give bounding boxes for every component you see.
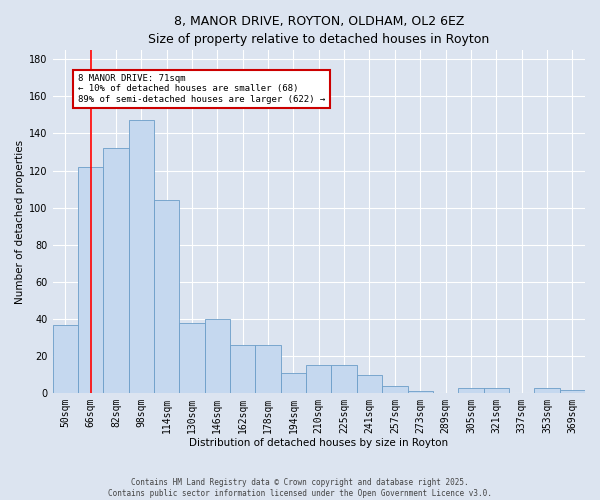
Bar xyxy=(103,148,128,393)
Bar xyxy=(458,388,484,393)
Text: 8 MANOR DRIVE: 71sqm
← 10% of detached houses are smaller (68)
89% of semi-detac: 8 MANOR DRIVE: 71sqm ← 10% of detached h… xyxy=(78,74,325,104)
Bar xyxy=(534,388,560,393)
Bar xyxy=(560,390,585,393)
Bar xyxy=(53,324,78,393)
Bar xyxy=(230,345,256,393)
Title: 8, MANOR DRIVE, ROYTON, OLDHAM, OL2 6EZ
Size of property relative to detached ho: 8, MANOR DRIVE, ROYTON, OLDHAM, OL2 6EZ … xyxy=(148,15,490,46)
Y-axis label: Number of detached properties: Number of detached properties xyxy=(15,140,25,304)
Bar xyxy=(407,392,433,393)
Bar xyxy=(128,120,154,393)
Bar xyxy=(331,366,357,393)
X-axis label: Distribution of detached houses by size in Royton: Distribution of detached houses by size … xyxy=(189,438,448,448)
Bar xyxy=(256,345,281,393)
Bar xyxy=(357,374,382,393)
Bar xyxy=(205,319,230,393)
Bar xyxy=(179,322,205,393)
Text: Contains HM Land Registry data © Crown copyright and database right 2025.
Contai: Contains HM Land Registry data © Crown c… xyxy=(108,478,492,498)
Bar xyxy=(281,373,306,393)
Bar xyxy=(306,366,331,393)
Bar xyxy=(484,388,509,393)
Bar xyxy=(154,200,179,393)
Bar xyxy=(78,167,103,393)
Bar xyxy=(382,386,407,393)
